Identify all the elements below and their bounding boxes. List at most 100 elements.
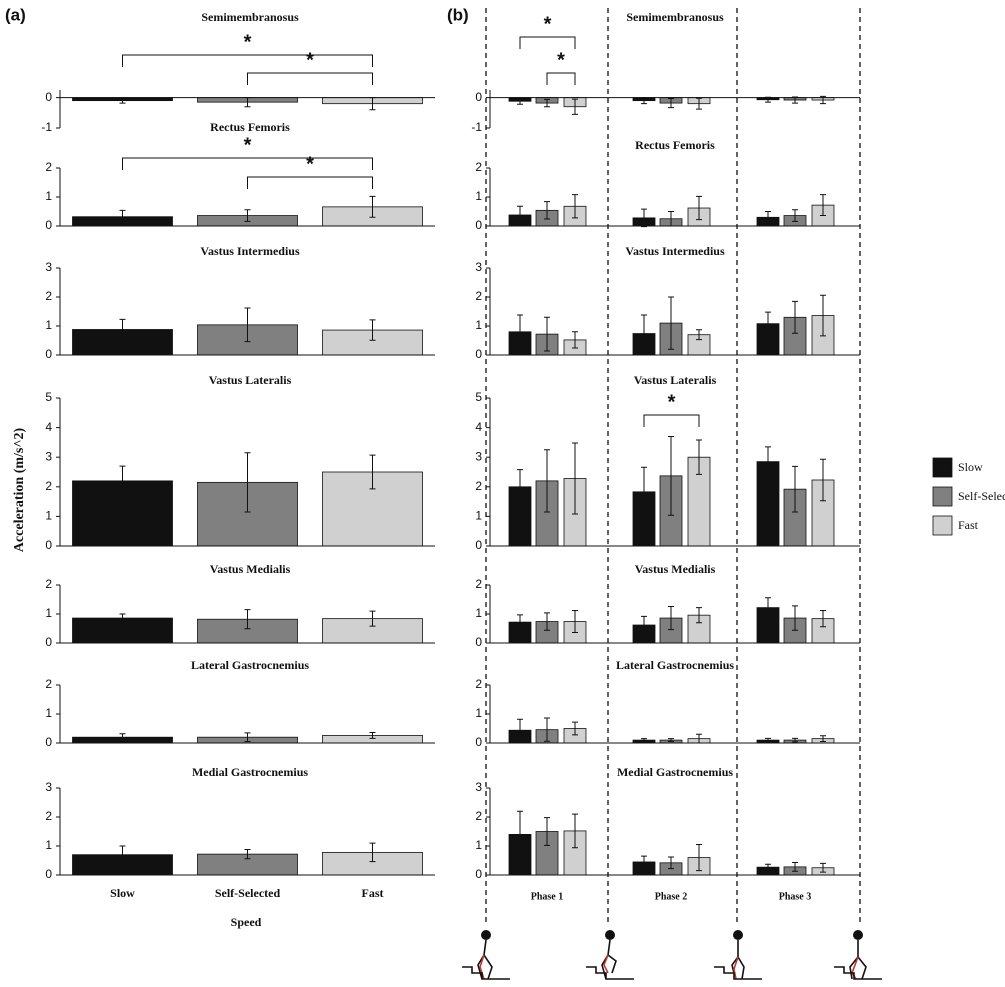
error-bar bbox=[572, 331, 578, 349]
y-tick-label: 2 bbox=[45, 160, 52, 174]
subplot-title: Semimembranosus bbox=[626, 10, 724, 24]
significance-label: * bbox=[244, 31, 252, 53]
y-tick-label: 1 bbox=[45, 706, 52, 720]
error-bar bbox=[641, 208, 647, 228]
subplot-title: Medial Gastrocnemius bbox=[192, 765, 308, 779]
subplot-title: Lateral Gastrocnemius bbox=[616, 658, 734, 672]
error-bar bbox=[668, 435, 674, 516]
error-bar bbox=[369, 454, 376, 490]
error-bar bbox=[765, 597, 771, 618]
error-bar bbox=[641, 466, 647, 517]
y-tick-label: 0 bbox=[45, 735, 52, 749]
legend-swatch bbox=[932, 486, 953, 507]
subplot-title: Vastus Medialis bbox=[210, 562, 291, 576]
significance-bracket bbox=[122, 54, 373, 67]
error-bar bbox=[544, 449, 550, 513]
y-tick-label: 0 bbox=[475, 218, 482, 232]
legend-label: Slow bbox=[958, 460, 983, 474]
error-bar bbox=[641, 855, 647, 869]
significance-bracket bbox=[122, 157, 373, 170]
y-tick-label: 4 bbox=[475, 420, 482, 434]
error-bar bbox=[765, 446, 771, 477]
error-bar bbox=[244, 209, 251, 222]
y-tick-label: 2 bbox=[475, 160, 482, 174]
y-tick-label: 0 bbox=[45, 90, 52, 104]
y-tick-label: -1 bbox=[471, 120, 482, 134]
legend-swatch bbox=[932, 457, 953, 478]
y-tick-label: 1 bbox=[475, 318, 482, 332]
significance-bracket bbox=[247, 176, 373, 189]
significance-label: * bbox=[306, 153, 314, 175]
y-tick-label: 1 bbox=[45, 509, 52, 523]
error-bar bbox=[544, 612, 550, 631]
significance-bracket bbox=[546, 72, 576, 85]
error-bar bbox=[517, 205, 523, 225]
error-bar bbox=[572, 194, 578, 219]
error-bar bbox=[641, 615, 647, 635]
error-bar bbox=[792, 737, 798, 743]
y-tick-label: 0 bbox=[45, 867, 52, 881]
y-tick-label: 0 bbox=[475, 735, 482, 749]
subplot-title: Vastus Lateralis bbox=[209, 373, 292, 387]
error-bar bbox=[792, 862, 798, 872]
error-bar bbox=[696, 97, 702, 110]
error-bar bbox=[820, 194, 826, 217]
error-bar bbox=[572, 98, 578, 115]
legend-label: Self-Selected bbox=[958, 489, 1005, 503]
error-bar bbox=[517, 314, 523, 350]
y-tick-label: 0 bbox=[475, 347, 482, 361]
error-bar bbox=[119, 465, 126, 497]
error-bar bbox=[369, 195, 376, 218]
y-tick-label: 1 bbox=[45, 838, 52, 852]
y-tick-label: 2 bbox=[475, 809, 482, 823]
error-bar bbox=[369, 319, 376, 341]
subplot-title: Vastus Intermedius bbox=[625, 244, 725, 258]
significance-label: * bbox=[544, 13, 552, 35]
error-bar bbox=[765, 737, 771, 743]
error-bar bbox=[244, 732, 251, 743]
x-tick-label: Phase 2 bbox=[655, 891, 688, 902]
y-axis-label: Acceleration (m/s^2) bbox=[12, 427, 27, 552]
y-tick-label: 1 bbox=[45, 189, 52, 203]
significance-label: * bbox=[306, 49, 314, 71]
error-bar bbox=[765, 311, 771, 336]
error-bar bbox=[820, 294, 826, 337]
y-tick-label: 2 bbox=[475, 479, 482, 493]
error-bar bbox=[369, 732, 376, 739]
error-bar bbox=[696, 607, 702, 624]
error-bar bbox=[244, 452, 251, 513]
y-tick-label: 5 bbox=[45, 390, 52, 404]
x-tick-label: Phase 1 bbox=[531, 891, 564, 902]
y-tick-label: 2 bbox=[475, 289, 482, 303]
significance-label: * bbox=[668, 391, 676, 413]
y-tick-label: 0 bbox=[45, 218, 52, 232]
y-tick-label: 3 bbox=[475, 780, 482, 794]
error-bar bbox=[544, 717, 550, 742]
y-tick-label: 0 bbox=[475, 867, 482, 881]
error-bar bbox=[244, 848, 251, 860]
subplot-title: Medial Gastrocnemius bbox=[617, 765, 733, 779]
subplot-title: Vastus Lateralis bbox=[634, 373, 717, 387]
panel-label: (b) bbox=[447, 5, 469, 24]
y-tick-label: 5 bbox=[475, 390, 482, 404]
subplot-title: Rectus Femoris bbox=[635, 138, 715, 152]
error-bar bbox=[369, 842, 376, 863]
y-tick-label: 2 bbox=[45, 809, 52, 823]
error-bar bbox=[244, 307, 251, 343]
error-bar bbox=[696, 439, 702, 475]
error-bar bbox=[668, 605, 674, 631]
y-tick-label: 0 bbox=[475, 538, 482, 552]
error-bar bbox=[119, 209, 126, 224]
y-tick-label: 2 bbox=[475, 577, 482, 591]
error-bar bbox=[792, 209, 798, 222]
x-tick-label: Slow bbox=[110, 886, 135, 900]
error-bar bbox=[517, 97, 523, 105]
x-axis-label: Speed bbox=[231, 915, 262, 929]
y-tick-label: 2 bbox=[45, 577, 52, 591]
y-tick-label: 2 bbox=[475, 677, 482, 691]
error-bar bbox=[244, 609, 251, 630]
legend-swatch bbox=[932, 515, 953, 536]
significance-bracket bbox=[643, 414, 700, 427]
subplot-title: Semimembranosus bbox=[201, 10, 299, 24]
error-bar bbox=[517, 810, 523, 859]
